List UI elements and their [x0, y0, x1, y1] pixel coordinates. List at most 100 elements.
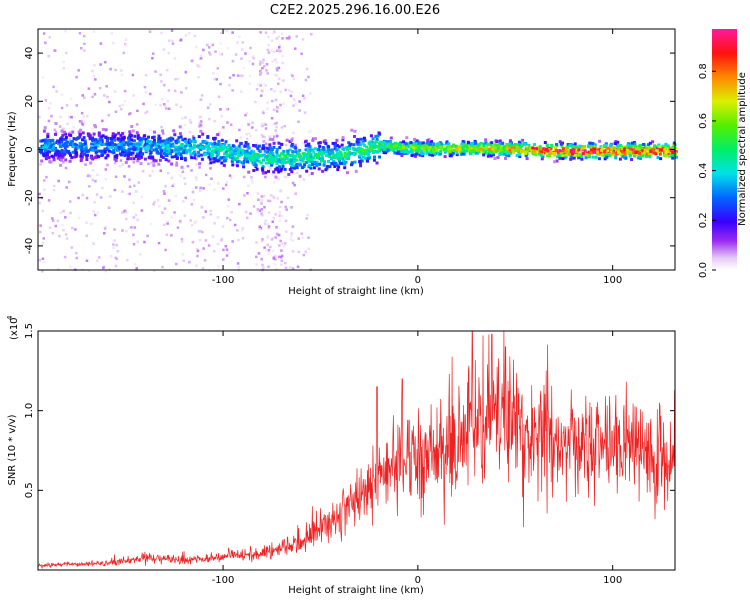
spectrogram-cell	[50, 143, 54, 147]
spectrogram-speckle	[71, 129, 74, 132]
spectrogram-cell	[216, 143, 220, 147]
spectrogram-cell	[419, 149, 423, 153]
spectrogram-speckle	[144, 91, 148, 94]
spectrogram-speckle	[61, 223, 64, 227]
spectrogram-speckle	[151, 52, 155, 55]
spectrogram-cell	[280, 161, 284, 165]
spectrogram-speckle	[223, 29, 226, 32]
spectrogram-cell	[170, 155, 174, 159]
spectrogram-speckle	[160, 97, 164, 101]
spectrogram-speckle	[275, 268, 278, 271]
spectrogram-speckle	[275, 226, 278, 229]
spectrogram-cell	[42, 129, 46, 133]
spectrogram-cell	[272, 157, 276, 161]
spectrogram-cell	[64, 132, 68, 136]
spectrogram-speckle	[147, 162, 150, 166]
spectrogram-speckle	[134, 213, 138, 217]
spectrogram-cell	[407, 145, 411, 149]
spectrogram-cell	[146, 140, 149, 143]
spectrogram-cell	[123, 153, 127, 157]
spectrogram-cell	[540, 157, 544, 161]
spectrogram-speckle	[241, 237, 245, 240]
spectrogram-speckle	[126, 193, 130, 196]
spectrogram-cell	[533, 143, 536, 147]
spectrogram-cell	[563, 156, 567, 160]
spectrogram-cell	[164, 158, 168, 162]
spectrogram-speckle	[280, 249, 283, 252]
spectrogram-speckle	[86, 115, 89, 118]
spectrogram-speckle	[262, 265, 265, 269]
spectrogram-cell	[315, 164, 319, 168]
spectrogram-cell	[599, 145, 603, 149]
spectrogram-cell	[616, 140, 620, 144]
spectrogram-cell	[408, 150, 412, 154]
spectrogram-cell	[664, 154, 668, 158]
spectrogram-cell	[193, 145, 197, 148]
spectrogram-cell	[190, 156, 194, 160]
spectrogram-speckle	[38, 258, 41, 262]
spectrogram-cell	[157, 144, 161, 148]
spectrogram-cell	[148, 152, 152, 156]
spectrogram-cell	[508, 142, 512, 146]
spectrogram-cell	[139, 155, 143, 159]
spectrogram-speckle	[268, 199, 272, 203]
spectrogram-cell	[127, 147, 131, 151]
spectrogram-speckle	[261, 110, 265, 113]
spectrogram-speckle	[272, 216, 275, 220]
spectrogram-cell	[350, 128, 354, 132]
spectrogram-cell	[237, 159, 241, 163]
spectrogram-cell	[122, 143, 126, 147]
spectrogram-speckle	[229, 218, 232, 222]
spectrogram-speckle	[222, 187, 225, 190]
spectrogram-speckle	[281, 54, 284, 58]
spectrogram-speckle	[41, 209, 44, 213]
spectrogram-speckle	[41, 270, 44, 273]
spectrogram-speckle	[232, 74, 235, 77]
spectrogram-speckle	[263, 246, 266, 249]
spectrogram-cell	[264, 161, 268, 165]
spectrogram-cell	[290, 164, 294, 168]
spectrogram-cell	[461, 152, 465, 156]
spectrogram-speckle	[298, 109, 301, 112]
spectrogram-speckle	[270, 238, 274, 241]
spectrogram-cell	[64, 136, 68, 139]
spectrogram-cell	[132, 157, 136, 161]
spectrogram-speckle	[170, 176, 174, 180]
spectrogram-cell	[372, 158, 376, 162]
spectrogram-cell	[144, 149, 148, 153]
spectrogram-cell	[639, 144, 643, 147]
spectrogram-speckle	[184, 70, 188, 74]
spectrogram-cell	[310, 157, 314, 161]
spectrogram-speckle	[222, 258, 225, 261]
spectrogram-cell	[286, 160, 290, 164]
spectrogram-speckle	[107, 206, 111, 209]
spectrogram-cell	[60, 158, 64, 162]
spectrogram-ytick-label: 0	[24, 146, 35, 152]
spectrogram-cell	[439, 152, 443, 155]
spectrogram-cell	[231, 144, 235, 148]
spectrogram-speckle	[231, 59, 235, 63]
spectrogram-cell	[533, 149, 537, 153]
spectrogram-cell	[151, 143, 155, 147]
spectrogram-speckle	[197, 230, 201, 233]
spectrogram-cell	[119, 133, 123, 137]
spectrogram-speckle	[103, 232, 106, 235]
spectrogram-speckle	[285, 37, 289, 40]
spectrogram-cell	[318, 162, 322, 166]
spectrogram-cell	[306, 149, 310, 153]
spectrogram-speckle	[113, 228, 116, 231]
spectrogram-speckle	[238, 35, 241, 38]
spectrogram-cell	[184, 139, 188, 143]
spectrogram-cell	[197, 146, 201, 150]
spectrogram-speckle	[259, 60, 262, 63]
spectrogram-cell	[275, 150, 279, 154]
spectrogram-cell	[59, 163, 63, 167]
spectrogram-cell	[60, 156, 64, 160]
spectrogram-speckle	[231, 89, 234, 92]
spectrogram-speckle	[238, 202, 241, 206]
spectrogram-cell	[100, 140, 104, 144]
spectrogram-cell	[219, 156, 223, 160]
spectrogram-cell	[665, 153, 669, 157]
spectrogram-speckle	[99, 196, 103, 199]
spectrogram-cell	[606, 146, 609, 150]
